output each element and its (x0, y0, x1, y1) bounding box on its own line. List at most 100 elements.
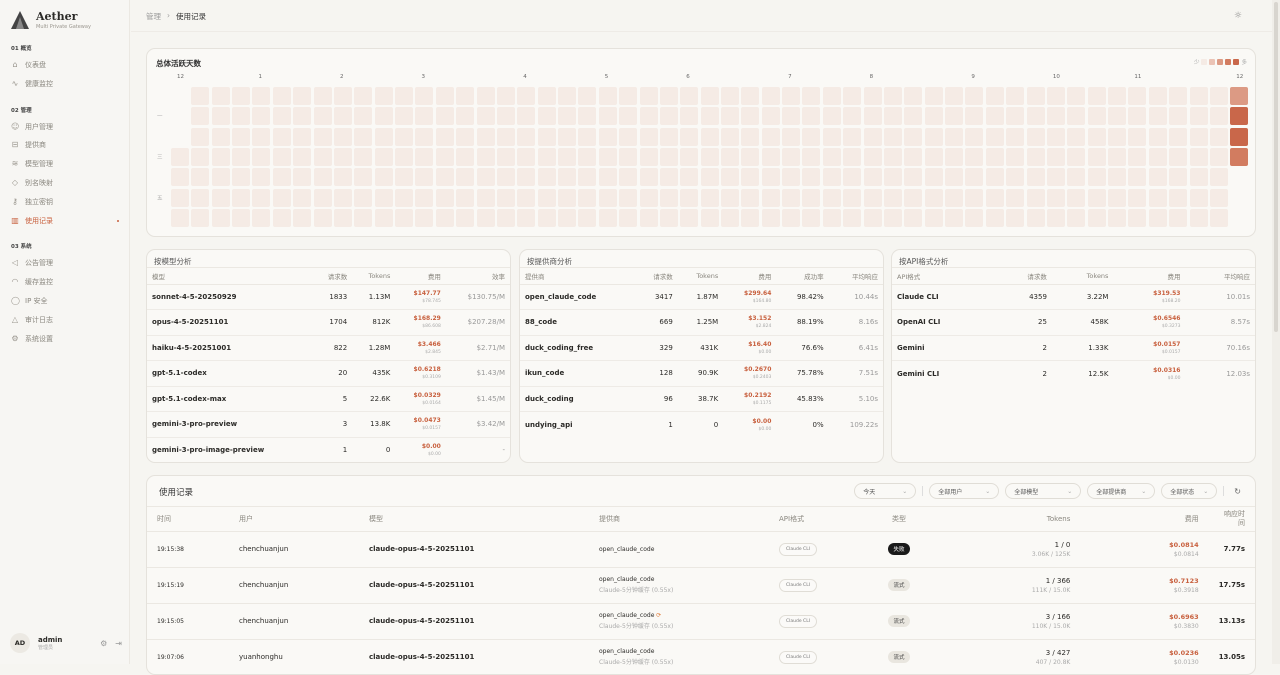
sidebar-item[interactable]: ◇ 别名映射 (11, 178, 123, 188)
heatmap-cell[interactable] (1026, 107, 1045, 126)
heatmap-cell[interactable] (782, 208, 801, 227)
heatmap-cell[interactable] (598, 127, 617, 146)
heatmap-cell[interactable] (659, 168, 678, 187)
avatar[interactable]: AD (10, 633, 30, 653)
heatmap-cell[interactable] (598, 147, 617, 166)
sidebar-item[interactable]: ☺ 用户管理 (11, 122, 123, 132)
heatmap-cell[interactable] (985, 87, 1004, 105)
heatmap-cell[interactable] (680, 208, 699, 227)
heatmap-cell[interactable] (232, 127, 251, 146)
heatmap-cell[interactable] (700, 147, 719, 166)
sidebar-item[interactable]: ⌂ 仪表盘 (11, 60, 123, 70)
heatmap-cell[interactable] (822, 188, 841, 207)
heatmap-cell[interactable] (619, 87, 638, 105)
heatmap-cell[interactable] (863, 168, 882, 187)
heatmap-cell[interactable] (985, 147, 1004, 166)
heatmap-cell[interactable] (1046, 107, 1065, 126)
heatmap-cell[interactable] (313, 127, 332, 146)
heatmap-cell[interactable] (1006, 188, 1025, 207)
heatmap-cell[interactable] (1148, 127, 1167, 146)
heatmap-cell[interactable] (252, 188, 271, 207)
heatmap-cell[interactable] (456, 188, 475, 207)
heatmap-cell[interactable] (1067, 147, 1086, 166)
table-row[interactable]: gemini-3-pro-image-preview 1 0 $0.00 $0.00 - (147, 437, 510, 462)
heatmap-cell[interactable] (1006, 147, 1025, 166)
heatmap-cell[interactable] (374, 208, 393, 227)
heatmap-cell[interactable] (1046, 127, 1065, 146)
heatmap-cell[interactable] (619, 147, 638, 166)
heatmap-cell[interactable] (435, 87, 454, 105)
heatmap-cell[interactable] (578, 208, 597, 227)
heatmap-cell[interactable] (476, 188, 495, 207)
heatmap-cell[interactable] (843, 208, 862, 227)
heatmap-cell[interactable] (293, 188, 312, 207)
heatmap-cell[interactable] (435, 127, 454, 146)
heatmap-cell[interactable] (782, 147, 801, 166)
heatmap-cell[interactable] (659, 127, 678, 146)
heatmap-cell[interactable] (333, 87, 352, 105)
heatmap-cell[interactable] (680, 87, 699, 105)
heatmap-cell[interactable] (517, 188, 536, 207)
heatmap-cell[interactable] (863, 188, 882, 207)
heatmap-cell[interactable] (496, 87, 515, 105)
heatmap-cell[interactable] (272, 147, 291, 166)
heatmap-cell[interactable] (191, 127, 210, 146)
heatmap-cell[interactable] (578, 87, 597, 105)
heatmap-cell[interactable] (639, 168, 658, 187)
heatmap-cell[interactable] (720, 208, 739, 227)
heatmap-cell[interactable] (822, 107, 841, 126)
heatmap-cell[interactable] (985, 107, 1004, 126)
heatmap-cell[interactable] (252, 107, 271, 126)
heatmap-cell[interactable] (720, 87, 739, 105)
heatmap-cell[interactable] (1128, 127, 1147, 146)
filter-dropdown[interactable]: 全部状态 ⌄ (1161, 483, 1218, 499)
heatmap-cell[interactable] (456, 107, 475, 126)
heatmap-cell[interactable] (435, 188, 454, 207)
heatmap-cell[interactable] (558, 208, 577, 227)
heatmap-cell[interactable] (333, 168, 352, 187)
heatmap-cell[interactable] (252, 87, 271, 105)
heatmap-cell[interactable] (456, 127, 475, 146)
heatmap-cell[interactable] (700, 208, 719, 227)
heatmap-cell[interactable] (639, 87, 658, 105)
heatmap-cell[interactable] (517, 208, 536, 227)
heatmap-cell[interactable] (1026, 188, 1045, 207)
heatmap-cell[interactable] (782, 168, 801, 187)
sidebar-item[interactable]: ⚙ 系统设置 (11, 334, 123, 344)
heatmap-cell[interactable] (883, 168, 902, 187)
heatmap-cell[interactable] (924, 87, 943, 105)
heatmap-cell[interactable] (1067, 127, 1086, 146)
heatmap-cell[interactable] (374, 87, 393, 105)
heatmap-cell[interactable] (476, 127, 495, 146)
heatmap-cell[interactable] (1189, 208, 1208, 227)
heatmap-cell[interactable] (1087, 188, 1106, 207)
heatmap-cell[interactable] (1209, 147, 1228, 166)
heatmap-cell[interactable] (1209, 127, 1228, 146)
heatmap-cell[interactable] (1230, 147, 1249, 166)
heatmap-cell[interactable] (822, 168, 841, 187)
heatmap-cell[interactable] (1128, 147, 1147, 166)
heatmap-cell[interactable] (354, 168, 373, 187)
heatmap-cell[interactable] (395, 208, 414, 227)
heatmap-cell[interactable] (252, 168, 271, 187)
heatmap-cell[interactable] (1230, 127, 1249, 146)
heatmap-cell[interactable] (863, 127, 882, 146)
heatmap-cell[interactable] (395, 107, 414, 126)
heatmap-cell[interactable] (720, 188, 739, 207)
heatmap-cell[interactable] (476, 87, 495, 105)
heatmap-cell[interactable] (802, 188, 821, 207)
heatmap-cell[interactable] (843, 107, 862, 126)
heatmap-cell[interactable] (293, 208, 312, 227)
heatmap-cell[interactable] (1169, 87, 1188, 105)
sidebar-item[interactable]: △ 审计日志 (11, 315, 123, 325)
heatmap-cell[interactable] (456, 147, 475, 166)
heatmap-cell[interactable] (333, 147, 352, 166)
heatmap-cell[interactable] (354, 107, 373, 126)
sidebar-item[interactable]: ∿ 健康监控 (11, 79, 123, 89)
logout-icon[interactable]: ⇥ (115, 638, 122, 648)
heatmap-cell[interactable] (782, 188, 801, 207)
table-row[interactable]: Claude CLI 4359 3.22M $319.53 $168.20 10.01s (892, 284, 1255, 310)
heatmap-cell[interactable] (1230, 87, 1249, 105)
filter-dropdown[interactable]: 全部用户 ⌄ (929, 483, 1000, 499)
heatmap-cell[interactable] (1108, 188, 1127, 207)
